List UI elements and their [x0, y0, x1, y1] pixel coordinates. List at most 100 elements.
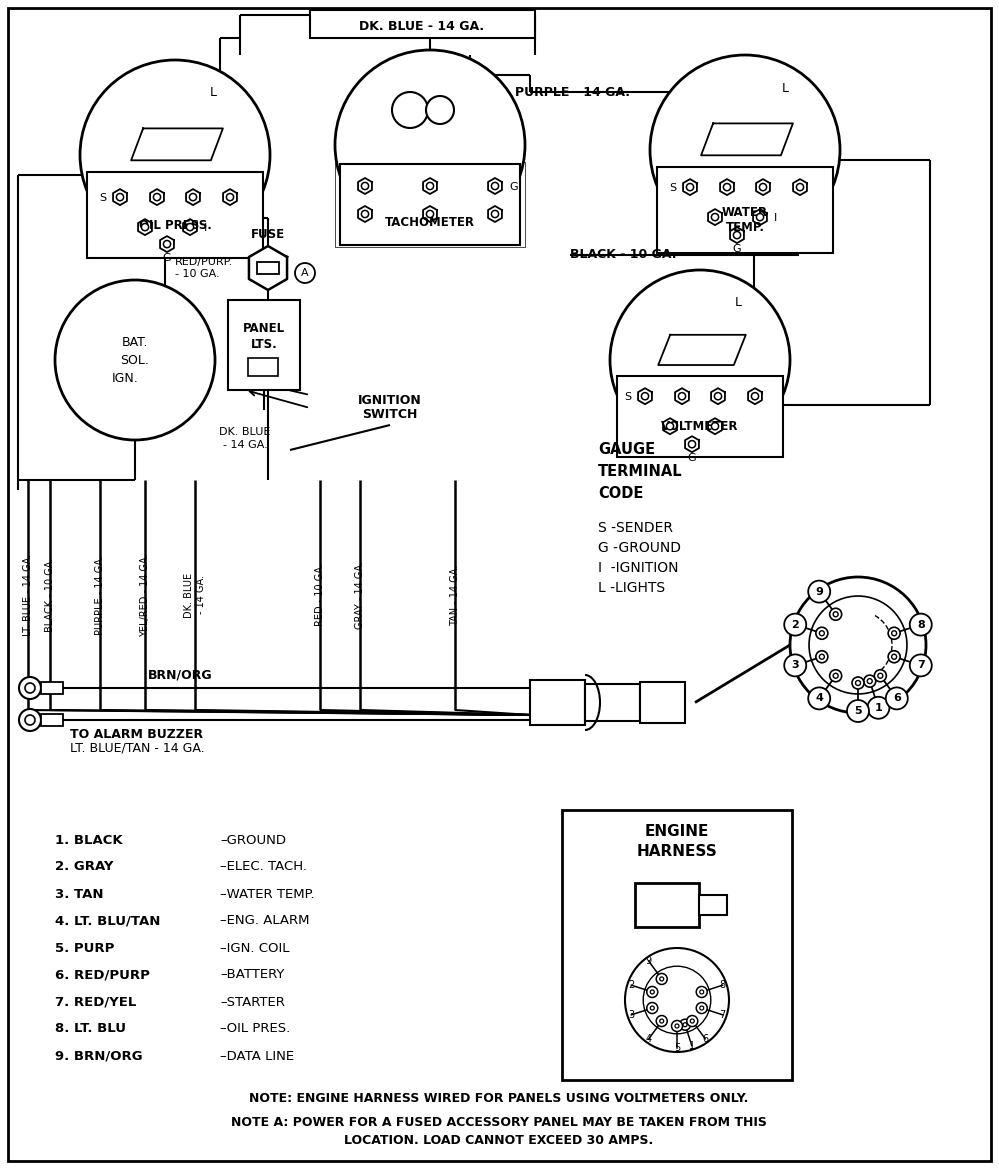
Circle shape [910, 655, 932, 677]
Circle shape [19, 710, 41, 731]
Text: - 10 GA.: - 10 GA. [175, 269, 220, 279]
Circle shape [855, 680, 860, 685]
Text: PURPLE - 14 GA.: PURPLE - 14 GA. [515, 85, 630, 98]
Polygon shape [489, 206, 501, 222]
Circle shape [756, 214, 763, 221]
Circle shape [784, 655, 806, 677]
Circle shape [796, 184, 803, 191]
Text: CODE: CODE [598, 486, 643, 502]
Circle shape [888, 628, 900, 639]
Circle shape [117, 194, 124, 201]
Circle shape [816, 651, 828, 663]
Text: IGNITION: IGNITION [358, 394, 422, 407]
Circle shape [492, 210, 499, 217]
Circle shape [686, 184, 693, 191]
Text: 9. BRN/ORG: 9. BRN/ORG [55, 1050, 143, 1063]
Circle shape [187, 223, 194, 230]
Bar [657, 167, 833, 253]
Circle shape [610, 270, 790, 450]
Circle shape [833, 611, 838, 617]
Text: L: L [781, 82, 788, 95]
Polygon shape [186, 189, 200, 205]
Text: TO ALARM BUZZER: TO ALARM BUZZER [70, 727, 203, 740]
Text: 8. LT. BLU: 8. LT. BLU [55, 1023, 126, 1036]
Polygon shape [756, 179, 770, 195]
Bar [41, 682, 63, 694]
Polygon shape [160, 236, 174, 253]
Circle shape [295, 263, 315, 283]
Circle shape [688, 441, 695, 448]
Text: I: I [774, 213, 777, 223]
Circle shape [392, 92, 428, 127]
Circle shape [711, 214, 718, 221]
Polygon shape [131, 129, 223, 160]
Circle shape [683, 1023, 687, 1026]
Text: PURPLE - 14 GA.: PURPLE - 14 GA. [95, 555, 105, 635]
Circle shape [19, 677, 41, 699]
Polygon shape [150, 189, 164, 205]
Circle shape [25, 715, 35, 725]
Polygon shape [223, 189, 237, 205]
Circle shape [80, 60, 270, 250]
Text: 4: 4 [815, 693, 823, 704]
Circle shape [699, 1007, 703, 1010]
Circle shape [878, 673, 883, 678]
Polygon shape [720, 179, 734, 195]
Text: 2: 2 [791, 620, 799, 630]
Circle shape [650, 990, 654, 994]
Text: SOL.: SOL. [121, 353, 150, 367]
Text: G: G [732, 244, 741, 254]
Text: 1. BLACK: 1. BLACK [55, 833, 123, 846]
Text: RED - 10 GA.: RED - 10 GA. [315, 563, 325, 627]
Text: DK. BLUE
- 14 GA.: DK. BLUE - 14 GA. [184, 573, 206, 617]
Bar [228, 300, 300, 390]
Circle shape [714, 393, 721, 400]
Text: OIL PRESS.: OIL PRESS. [139, 219, 212, 231]
Text: S -SENDER: S -SENDER [598, 521, 673, 535]
Polygon shape [358, 206, 372, 222]
Polygon shape [113, 189, 127, 205]
Polygon shape [358, 178, 372, 194]
Text: DK. BLUE - 14 GA.: DK. BLUE - 14 GA. [360, 21, 485, 34]
Circle shape [808, 687, 830, 710]
Circle shape [656, 1016, 667, 1026]
Circle shape [625, 948, 729, 1052]
Polygon shape [423, 206, 437, 222]
Text: VOLTMETER: VOLTMETER [661, 420, 738, 433]
Text: G -GROUND: G -GROUND [598, 541, 681, 555]
Circle shape [910, 614, 932, 636]
Text: BAT.: BAT. [122, 336, 148, 348]
Text: I: I [204, 223, 207, 233]
Text: I  -IGNITION: I -IGNITION [598, 561, 678, 575]
Polygon shape [675, 388, 689, 404]
Bar [635, 883, 699, 927]
Text: LTS.: LTS. [251, 338, 278, 351]
Circle shape [886, 687, 908, 710]
Text: WATER
TEMP.: WATER TEMP. [722, 206, 768, 234]
Text: IGN.: IGN. [112, 372, 139, 385]
Text: 3. TAN: 3. TAN [55, 887, 104, 900]
Text: G: G [509, 182, 517, 192]
Text: 1: 1 [874, 703, 882, 713]
Circle shape [790, 577, 926, 713]
Circle shape [874, 670, 886, 682]
Text: TAN - 14 GA.: TAN - 14 GA. [450, 565, 460, 625]
Polygon shape [685, 436, 699, 452]
Circle shape [646, 1003, 657, 1014]
Text: 7: 7 [719, 1010, 726, 1019]
Circle shape [829, 670, 842, 682]
Text: 5: 5 [854, 706, 862, 715]
Polygon shape [708, 209, 722, 226]
Text: 5: 5 [674, 1043, 680, 1053]
Text: 2: 2 [628, 980, 634, 990]
Circle shape [427, 182, 434, 189]
Text: DK. BLUE: DK. BLUE [220, 427, 271, 437]
Circle shape [643, 967, 711, 1033]
Text: I: I [729, 422, 732, 433]
Text: –IGN. COIL: –IGN. COIL [220, 941, 290, 955]
Circle shape [164, 241, 171, 248]
Text: NOTE: ENGINE HARNESS WIRED FOR PANELS USING VOLTMETERS ONLY.: NOTE: ENGINE HARNESS WIRED FOR PANELS US… [250, 1092, 748, 1105]
Text: –OIL PRES.: –OIL PRES. [220, 1023, 291, 1036]
Text: LOCATION. LOAD CANNOT EXCEED 30 AMPS.: LOCATION. LOAD CANNOT EXCEED 30 AMPS. [345, 1134, 653, 1147]
Circle shape [671, 1021, 682, 1031]
